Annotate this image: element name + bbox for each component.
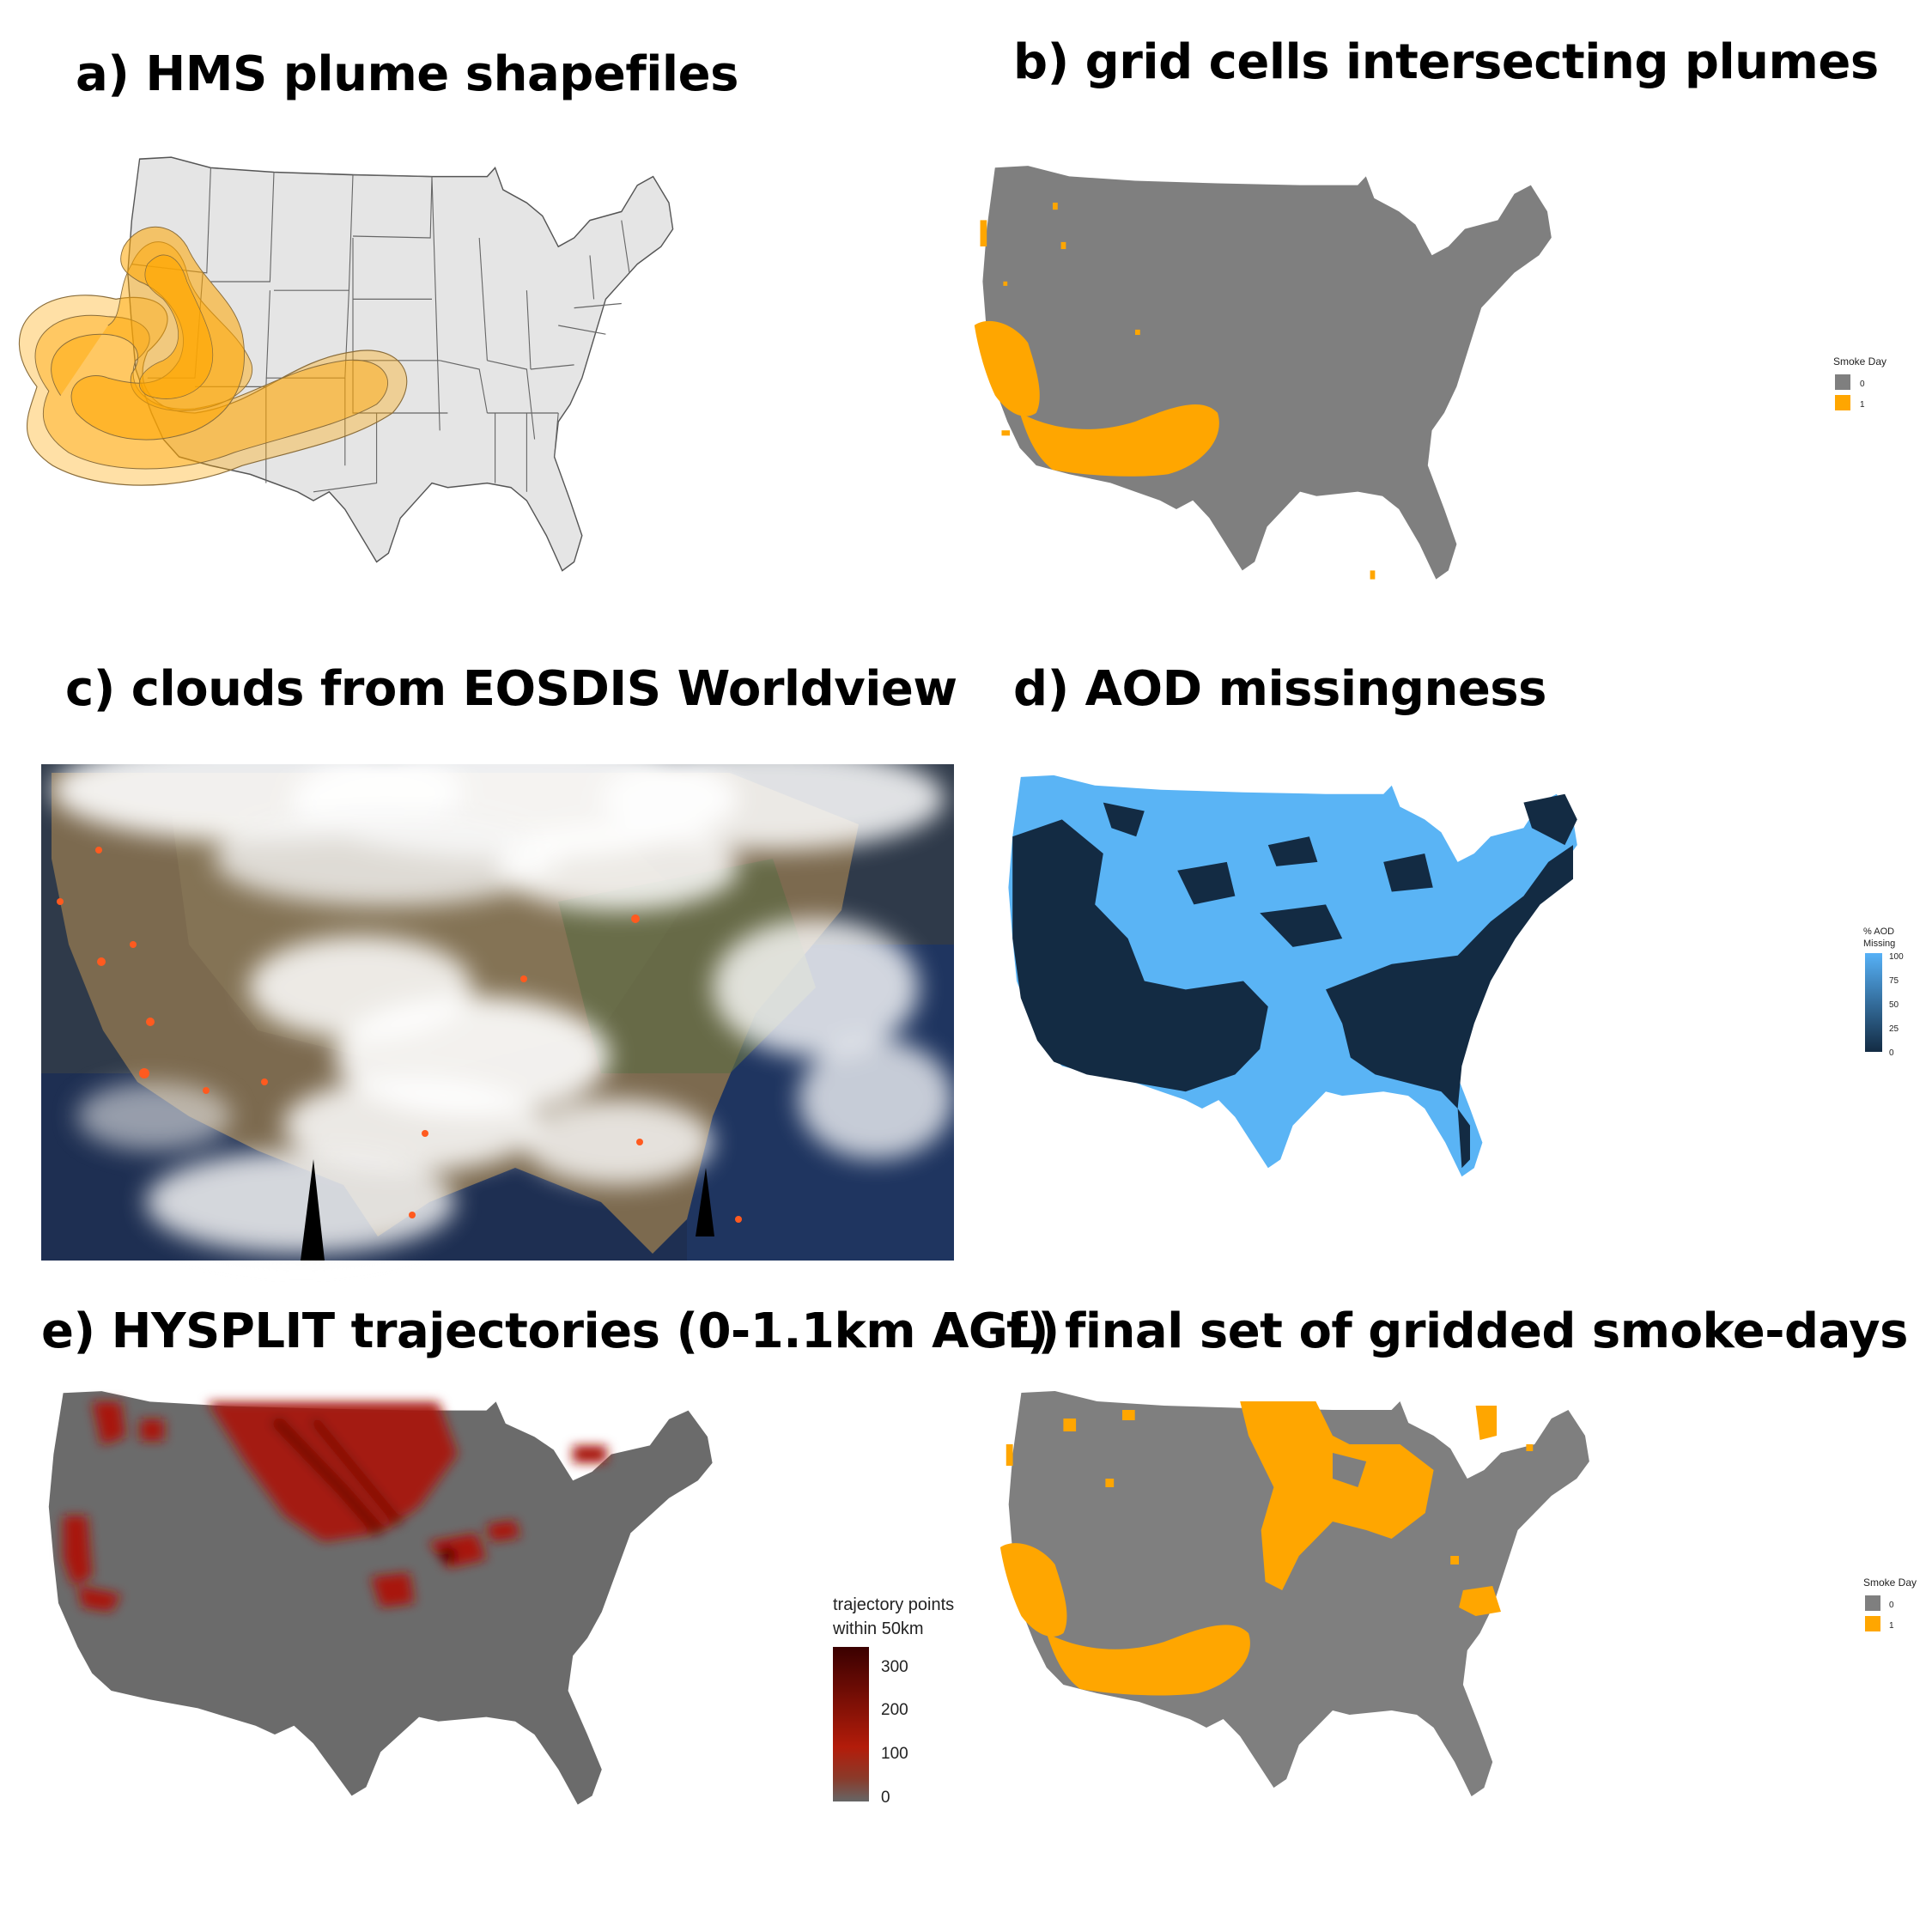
panel-c-title: c) clouds from EOSDIS Worldview: [65, 661, 957, 717]
panel-c-satellite-image: [41, 738, 954, 1261]
legend-b-swatch-1: [1835, 395, 1850, 410]
legend-f: Smoke Day 0 1: [1863, 1577, 1917, 1631]
legend-b: Smoke Day 0 1: [1833, 355, 1886, 410]
cloud-cover: [52, 738, 953, 1254]
panel-d-title: d) AOD missingness: [1013, 661, 1546, 717]
panel-e-map: [48, 1391, 713, 1805]
panel-f-title: f) final set of gridded smoke-days: [1006, 1303, 1909, 1359]
legend-e-tick-0: 0: [881, 1789, 890, 1807]
legend-e: trajectory points within 50km 300 200 10…: [832, 1595, 954, 1807]
fire-detections: [57, 847, 742, 1223]
panel-a-map: [19, 156, 674, 572]
legend-f-swatch-0: [1865, 1595, 1880, 1611]
legend-b-title: Smoke Day: [1833, 355, 1886, 368]
legend-d-title-line1: % AOD: [1863, 927, 1894, 937]
legend-e-title-line2: within 50km: [832, 1619, 924, 1638]
smoke-plumes: [19, 226, 408, 486]
legend-e-tick-300: 300: [881, 1658, 908, 1676]
legend-e-tick-100: 100: [881, 1745, 908, 1763]
legend-b-label-1: 1: [1860, 400, 1865, 410]
aod-missing-dark-areas: [1012, 793, 1577, 1169]
legend-d: % AOD Missing 100 75 50 25 0: [1863, 927, 1904, 1058]
legend-f-label-0: 0: [1889, 1601, 1894, 1610]
us-grid-b: [982, 166, 1552, 580]
panel-d-map: [1008, 775, 1577, 1177]
panel-f-map: [999, 1391, 1589, 1796]
legend-d-tick-25: 25: [1889, 1024, 1899, 1034]
legend-e-title-line1: trajectory points: [833, 1595, 954, 1614]
smoke-cells-b: [974, 203, 1376, 580]
legend-d-tick-100: 100: [1889, 952, 1904, 962]
panel-e-title: e) HYSPLIT trajectories (0-1.1km AGL): [41, 1303, 1060, 1359]
legend-e-colorbar: [833, 1647, 869, 1801]
smoke-cells-f: [999, 1401, 1534, 1696]
legend-d-tick-75: 75: [1889, 976, 1899, 986]
legend-b-swatch-0: [1835, 374, 1850, 390]
legend-d-tick-0: 0: [1889, 1048, 1894, 1058]
legend-b-label-0: 0: [1860, 380, 1865, 389]
panel-b-title: b) grid cells intersecting plumes: [1013, 34, 1879, 90]
legend-d-colorbar: [1865, 953, 1882, 1052]
legend-d-tick-50: 50: [1889, 1000, 1899, 1010]
trajectory-density: [63, 1401, 607, 1613]
legend-f-label-1: 1: [1889, 1621, 1894, 1631]
legend-e-tick-200: 200: [881, 1701, 908, 1719]
panel-b-map: [974, 166, 1552, 580]
legend-f-swatch-1: [1865, 1616, 1880, 1631]
legend-d-title-line2: Missing: [1863, 939, 1895, 949]
panel-a-title: a) HMS plume shapefiles: [76, 46, 738, 102]
legend-f-title: Smoke Day: [1863, 1577, 1917, 1589]
